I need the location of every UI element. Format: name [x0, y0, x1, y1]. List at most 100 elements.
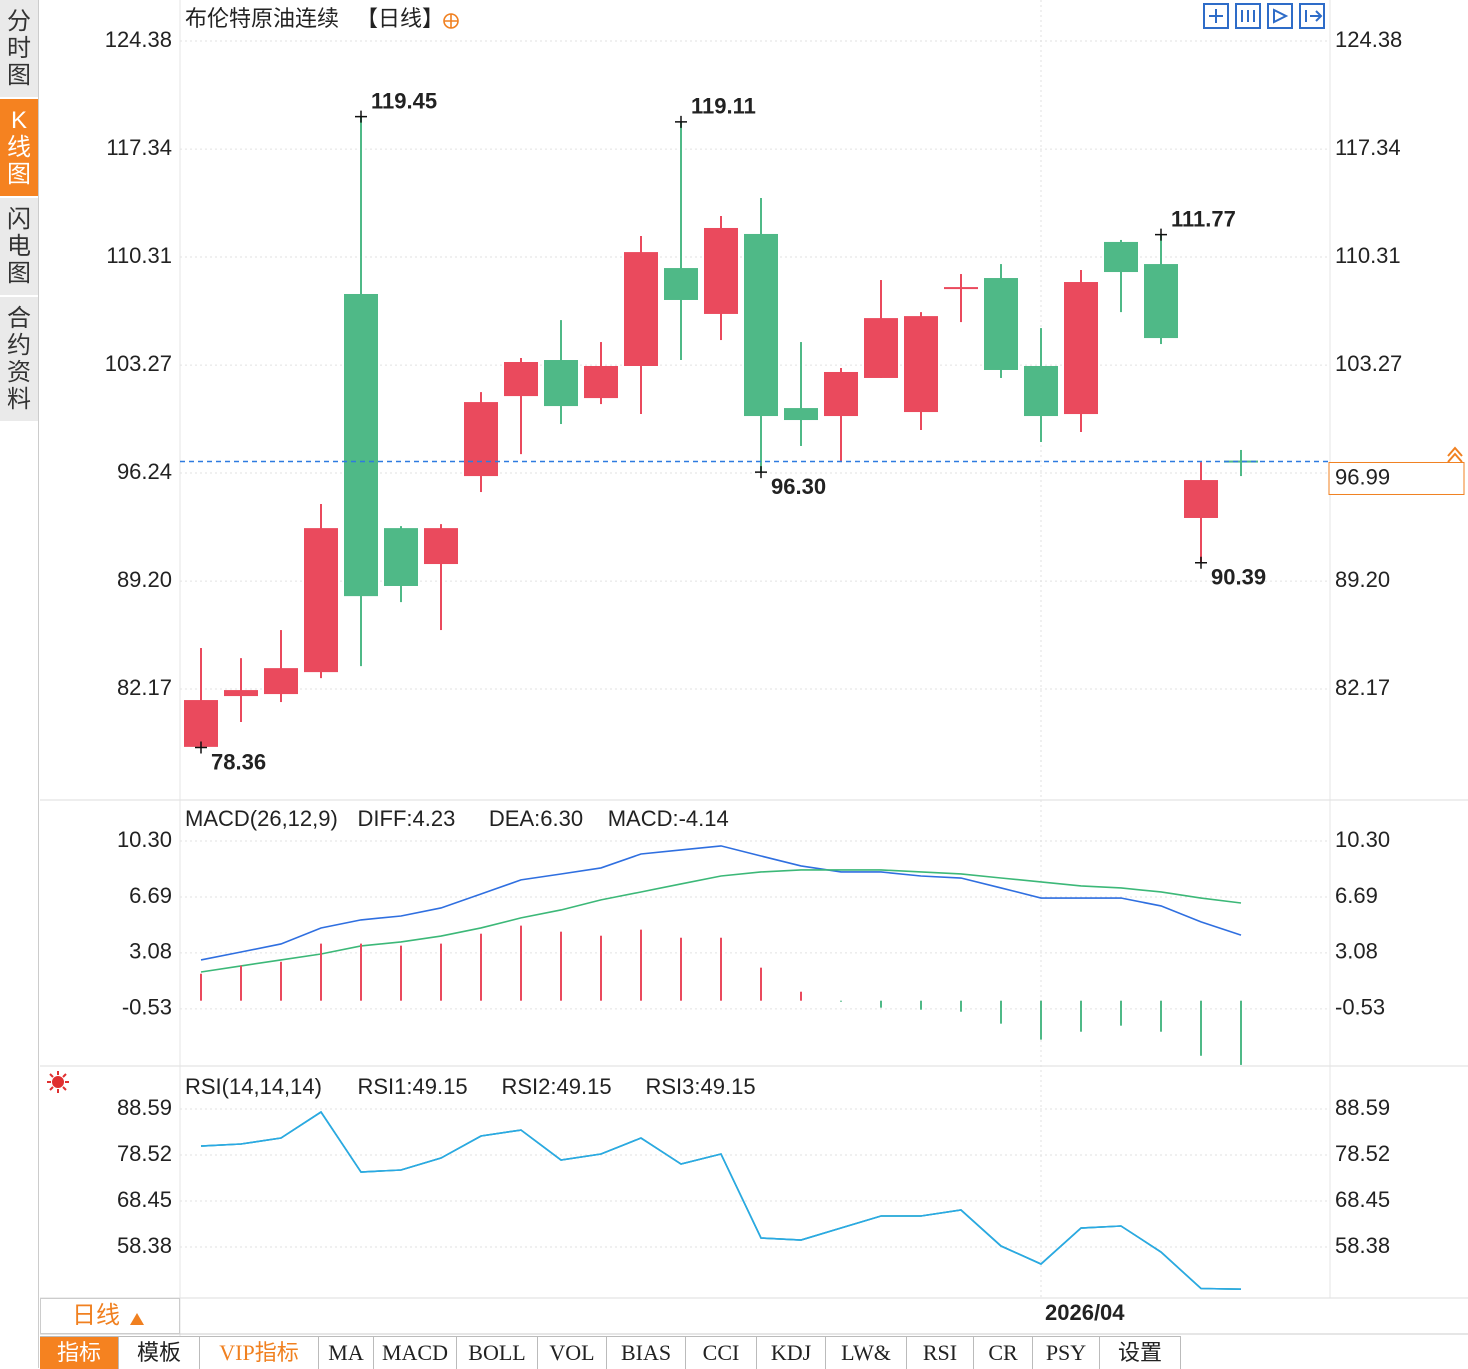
- sidebar-tab-label[interactable]: K线图: [7, 107, 31, 188]
- macd-bar: [1000, 1000, 1002, 1024]
- sidebar-tab[interactable]: 分时图: [0, 0, 38, 99]
- toolbar-icons[interactable]: [1203, 3, 1325, 29]
- low-label: 78.36: [211, 749, 266, 774]
- rsi-line: [200, 1110, 1242, 1290]
- y-tick-label: -0.53: [122, 995, 172, 1020]
- toolbar-button[interactable]: KDJ: [757, 1336, 826, 1369]
- high-marker: [355, 110, 367, 123]
- y-tick-label: 89.20: [117, 567, 172, 592]
- macd-bar: [880, 1000, 882, 1008]
- sidebar-tab[interactable]: 合约资料: [0, 297, 38, 423]
- sidebar: 分时图 K线图闪电图合约资料: [0, 0, 39, 1368]
- sidebar-tab-label[interactable]: 合约资料: [7, 305, 31, 413]
- sidebar-tab[interactable]: K线图: [0, 99, 38, 198]
- candle-body: [504, 362, 538, 397]
- toolbar-button[interactable]: CCI: [686, 1336, 757, 1369]
- y-tick-label: 88.59: [1335, 1095, 1390, 1120]
- macd-bar: [480, 933, 482, 1001]
- candle-body: [624, 252, 658, 366]
- macd-bar: [400, 945, 402, 1001]
- add-icon[interactable]: [443, 13, 459, 29]
- legend-entry: DIFF:4.23: [358, 806, 456, 831]
- y-tick-label: 78.52: [117, 1141, 172, 1166]
- legend-entry: RSI2:49.15: [502, 1074, 612, 1099]
- candle-body: [824, 371, 858, 417]
- macd-bar: [1080, 1000, 1082, 1032]
- y-tick-label: 124.38: [105, 27, 172, 52]
- y-tick-label: 3.08: [1335, 939, 1378, 964]
- y-tick-label: 10.30: [117, 827, 172, 852]
- macd-line: [200, 869, 1242, 973]
- toolbar-button[interactable]: MACD: [374, 1336, 457, 1369]
- toolbar-button[interactable]: RSI: [907, 1336, 974, 1369]
- macd-bar: [360, 943, 362, 1001]
- candle-body: [1104, 241, 1138, 273]
- candle-body: [544, 360, 578, 407]
- macd-line: [200, 845, 1242, 961]
- macd-bar: [720, 937, 722, 1001]
- indicator-toolbar: 指标 模板 VIP指标 MA MACD BOLL VOL BIAS CCI KDJ LW& RSI CR…: [40, 1336, 1181, 1369]
- candle-body: [1144, 264, 1178, 339]
- toolbar-button[interactable]: 设置: [1100, 1336, 1181, 1369]
- candle-body: [344, 293, 378, 597]
- y-tick-label: 88.59: [117, 1095, 172, 1120]
- y-tick-label: 6.69: [129, 883, 172, 908]
- macd-bar: [1240, 1000, 1242, 1065]
- y-tick-label: 78.52: [1335, 1141, 1390, 1166]
- last-price-box: [1328, 461, 1465, 495]
- toolbar-button[interactable]: LW&: [826, 1336, 907, 1369]
- panel-title: RSI(14,14,14): [185, 1074, 322, 1099]
- high-label: 119.45: [371, 88, 437, 113]
- period-tab-label[interactable]: 日线: [72, 1302, 120, 1329]
- macd-bar: [1200, 1000, 1202, 1056]
- toolbar-button[interactable]: 模板: [119, 1336, 200, 1369]
- sidebar-tab-label[interactable]: 分时图: [7, 8, 31, 89]
- y-tick-label: 110.31: [1335, 243, 1401, 268]
- macd-bar: [640, 929, 642, 1001]
- candle-body: [784, 408, 818, 421]
- price-arrow: [1447, 446, 1463, 463]
- period-arrow[interactable]: [130, 1313, 144, 1325]
- candle-body: [304, 528, 338, 673]
- high-marker: [1155, 228, 1167, 241]
- candle-body: [744, 233, 778, 417]
- candle-body: [384, 528, 418, 586]
- y-tick-label: 96.24: [117, 459, 172, 484]
- macd-bar: [560, 931, 562, 1001]
- rsi-icon[interactable]: [47, 1071, 69, 1093]
- candle-body: [264, 668, 298, 695]
- toolbar-button[interactable]: PSY: [1033, 1336, 1100, 1369]
- candle-body: [864, 318, 898, 378]
- y-tick-label: 103.27: [105, 351, 172, 376]
- macd-bar: [200, 973, 202, 1001]
- candle-body: [584, 365, 618, 399]
- macd-bar: [320, 943, 322, 1001]
- low-label: 90.39: [1211, 565, 1266, 590]
- low-marker: [195, 741, 207, 754]
- macd-bar: [520, 925, 522, 1001]
- toolbar-button[interactable]: VIP指标: [200, 1336, 319, 1369]
- candle-body: [184, 700, 218, 747]
- toolbar-button[interactable]: BOLL: [457, 1336, 538, 1369]
- y-tick-label: 110.31: [106, 243, 172, 268]
- macd-bar: [1160, 1000, 1162, 1032]
- low-marker: [1195, 556, 1207, 569]
- sidebar-tab[interactable]: 闪电图: [0, 198, 38, 297]
- candle-body: [464, 402, 498, 477]
- legend-entry: RSI3:49.15: [646, 1074, 756, 1099]
- y-tick-label: 103.27: [1335, 351, 1402, 376]
- legend-entry: RSI1:49.15: [358, 1074, 468, 1099]
- candle-body: [904, 316, 938, 413]
- macd-bar: [960, 1000, 962, 1012]
- toolbar-button[interactable]: CR: [974, 1336, 1033, 1369]
- y-tick-label: 3.08: [129, 939, 172, 964]
- toolbar-button[interactable]: BIAS: [607, 1336, 686, 1369]
- y-tick-label: 82.17: [117, 675, 172, 700]
- toolbar-button[interactable]: 指标: [40, 1336, 119, 1369]
- y-tick-label: -0.53: [1335, 995, 1385, 1020]
- sidebar-tab-label[interactable]: 闪电图: [7, 206, 31, 287]
- y-tick-label: 68.45: [1335, 1187, 1390, 1212]
- period-tab[interactable]: 日线: [40, 1298, 180, 1334]
- toolbar-button[interactable]: MA: [319, 1336, 374, 1369]
- toolbar-button[interactable]: VOL: [538, 1336, 607, 1369]
